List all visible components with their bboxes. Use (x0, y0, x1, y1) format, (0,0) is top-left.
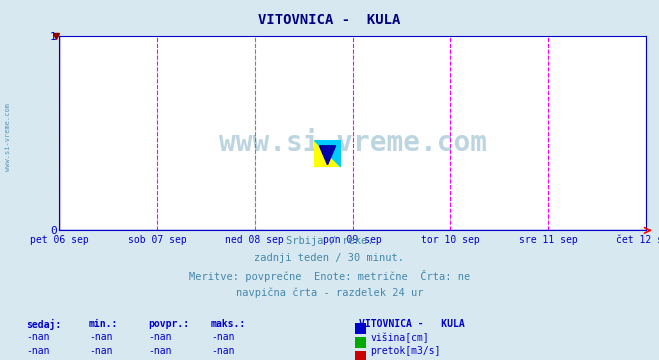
Text: višina[cm]: višina[cm] (370, 332, 429, 343)
Text: www.si-vreme.com: www.si-vreme.com (219, 129, 486, 157)
Text: www.si-vreme.com: www.si-vreme.com (5, 103, 11, 171)
Text: -nan: -nan (148, 346, 172, 356)
Text: -nan: -nan (26, 332, 50, 342)
Text: maks.:: maks.: (211, 319, 246, 329)
Text: navpična črta - razdelek 24 ur: navpična črta - razdelek 24 ur (236, 288, 423, 298)
Text: -nan: -nan (211, 332, 235, 342)
Text: min.:: min.: (89, 319, 119, 329)
Text: -nan: -nan (89, 332, 113, 342)
Text: -nan: -nan (211, 346, 235, 356)
Polygon shape (314, 140, 341, 167)
Text: VITOVNICA -   KULA: VITOVNICA - KULA (359, 319, 465, 329)
Text: -nan: -nan (26, 346, 50, 356)
Text: -nan: -nan (148, 332, 172, 342)
Text: sedaj:: sedaj: (26, 319, 61, 330)
Text: Meritve: povprečne  Enote: metrične  Črta: ne: Meritve: povprečne Enote: metrične Črta:… (189, 270, 470, 282)
Text: pretok[m3/s]: pretok[m3/s] (370, 346, 441, 356)
Text: -nan: -nan (89, 346, 113, 356)
Text: zadnji teden / 30 minut.: zadnji teden / 30 minut. (254, 253, 405, 263)
Text: Srbija / reke.: Srbija / reke. (286, 236, 373, 246)
Polygon shape (320, 146, 335, 165)
Text: povpr.:: povpr.: (148, 319, 189, 329)
Polygon shape (314, 140, 341, 167)
Text: VITOVNICA -  KULA: VITOVNICA - KULA (258, 13, 401, 27)
